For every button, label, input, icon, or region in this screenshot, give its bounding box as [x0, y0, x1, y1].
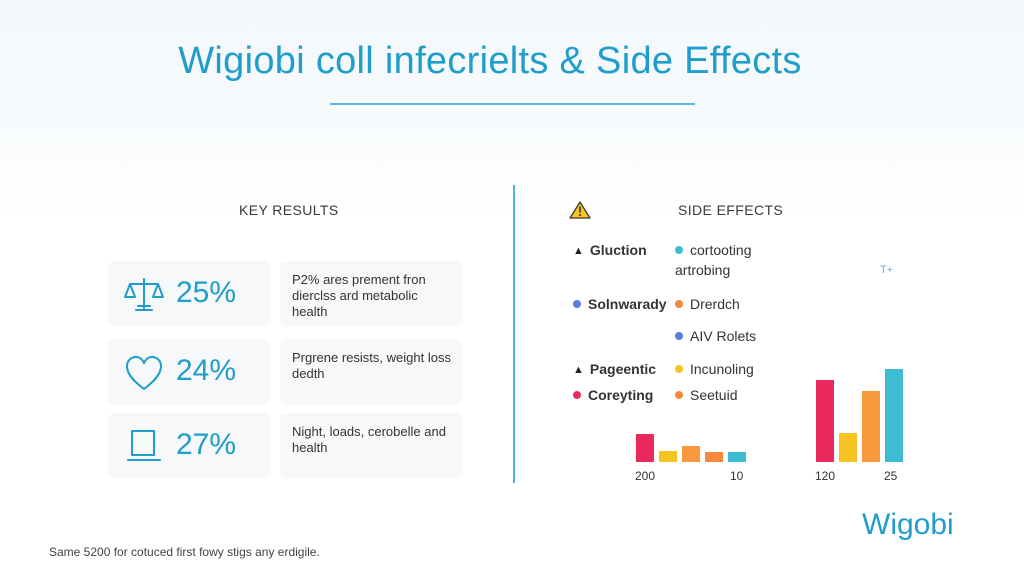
legend-item-9: Coreyting: [573, 387, 653, 403]
dot-marker-icon: [675, 246, 683, 254]
chart-right-bar-2: [839, 433, 857, 462]
legend-item-1: ▲ Gluction: [573, 242, 647, 258]
chart-left-label-2: 10: [730, 469, 744, 483]
chart-right-bar-3: [862, 391, 880, 462]
scale-icon: [122, 275, 166, 315]
chart-left-bar-5: [728, 452, 746, 462]
stat-text-3: Night, loads, cerobelle and health: [292, 424, 446, 455]
triangle-marker-icon: ▲: [573, 245, 584, 257]
chart-left-bar-2: [659, 451, 677, 462]
side-effects-heading: SIDE EFFECTS: [678, 202, 784, 218]
container-icon: [122, 427, 166, 467]
stat-value-1: 25%: [176, 276, 237, 309]
sparkle-icon: T+: [880, 264, 894, 276]
triangle-marker-icon: ▲: [573, 364, 584, 376]
stat-text-card-2: Prgrene resists, weight loss dedth: [280, 339, 462, 405]
stat-card-3: 27%: [108, 413, 270, 479]
chart-right-label-1: 120: [815, 469, 836, 483]
section-divider: [513, 185, 515, 483]
dot-marker-icon: [675, 332, 683, 340]
warning-icon: [569, 201, 591, 224]
stat-card-2: 24%: [108, 339, 270, 405]
footnote: Same 5200 for cotuced first fowy stigs a…: [49, 545, 320, 559]
stat-text-1: P2% ares prement fron dierclss ard metab…: [292, 272, 426, 319]
legend-item-3: artrobing: [675, 262, 731, 278]
chart-left-label-1: 200: [635, 469, 656, 483]
key-results-heading: KEY RESULTS: [239, 202, 339, 218]
legend-item-10: Seetuid: [675, 387, 737, 403]
dot-marker-icon: [675, 365, 683, 373]
chart-right-bar-4: [885, 369, 903, 462]
legend-item-6: AIV Rolets: [675, 328, 756, 344]
chart-left-bar-1: [636, 434, 654, 462]
dot-marker-icon: [675, 391, 683, 399]
title-underline: [330, 103, 695, 105]
dot-marker-icon: [675, 300, 683, 308]
chart-left-bar-3: [682, 446, 700, 462]
legend-item-2: cortooting: [675, 242, 751, 258]
stat-text-card-3: Night, loads, cerobelle and health: [280, 413, 462, 479]
brand-logo: Wigobi: [862, 508, 954, 541]
chart-left-bar-4: [705, 452, 723, 462]
legend-item-4: Solnwarady: [573, 296, 667, 312]
dot-marker-icon: [573, 391, 581, 399]
chart-right-bar-1: [816, 380, 834, 462]
dot-marker-icon: [573, 300, 581, 308]
stat-card-1: 25%: [108, 261, 270, 327]
heart-icon: [122, 353, 166, 393]
page-title: Wigiobi coll infecrielts & Side Effects: [178, 40, 802, 82]
chart-right-label-2: 25: [884, 469, 898, 483]
legend-item-5: Drerdch: [675, 296, 740, 312]
stat-text-card-1: P2% ares prement fron dierclss ard metab…: [280, 261, 462, 327]
legend-item-8: Incunoling: [675, 361, 754, 377]
stat-value-3: 27%: [176, 428, 237, 461]
stat-value-2: 24%: [176, 354, 237, 387]
legend-item-7: ▲ Pageentic: [573, 361, 657, 377]
stat-text-2: Prgrene resists, weight loss dedth: [292, 350, 451, 381]
